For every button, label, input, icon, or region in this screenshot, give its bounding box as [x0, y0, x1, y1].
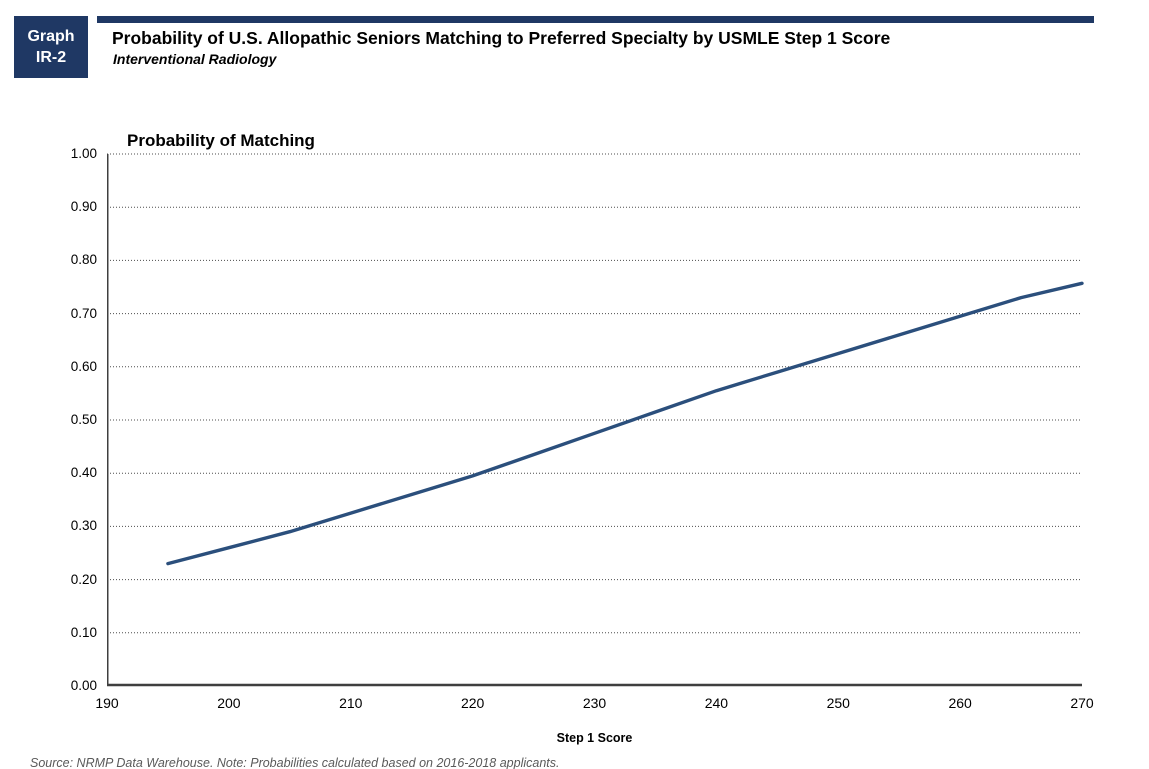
- header-accent-bar: [97, 16, 1094, 23]
- x-tick-label: 200: [217, 695, 241, 711]
- plot-svg: [107, 153, 1084, 687]
- x-tick-label: 240: [704, 695, 729, 711]
- plot-area: [107, 153, 1084, 687]
- y-tick-label: 0.10: [70, 624, 97, 640]
- probability-line: [166, 281, 1084, 566]
- x-tick-label: 270: [1070, 695, 1094, 711]
- graph-id-label-line1: Graph: [27, 28, 75, 45]
- y-tick-label: 0.90: [70, 199, 97, 215]
- source-note: Source: NRMP Data Warehouse. Note: Proba…: [30, 756, 560, 769]
- x-tick-label: 210: [339, 695, 363, 711]
- graph-id-label-line2: IR-2: [35, 49, 67, 66]
- y-tick-label: 0.80: [70, 252, 97, 268]
- y-tick-label: 0.00: [70, 678, 97, 693]
- x-tick-label: 190: [95, 695, 119, 711]
- x-axis-title: Step 1 Score: [556, 731, 633, 745]
- page-subtitle: Interventional Radiology: [113, 51, 277, 67]
- y-tick-label: 0.20: [70, 571, 97, 587]
- y-tick-label: 0.70: [70, 305, 97, 321]
- x-tick-label: 260: [948, 695, 972, 711]
- y-tick-label: 0.30: [70, 518, 97, 534]
- x-tick-label: 250: [826, 695, 850, 711]
- chart-title: Probability of Matching: [127, 131, 315, 150]
- graph-id-box: Graph IR-2: [14, 16, 88, 78]
- y-tick-label: 0.50: [70, 412, 97, 427]
- page-title: Probability of U.S. Allopathic Seniors M…: [112, 28, 891, 48]
- x-tick-label: 220: [460, 695, 485, 711]
- y-tick-label: 0.40: [70, 465, 97, 481]
- y-tick-label: 0.60: [70, 358, 97, 374]
- y-tick-label: 1.00: [70, 146, 97, 161]
- x-tick-label: 230: [582, 695, 607, 711]
